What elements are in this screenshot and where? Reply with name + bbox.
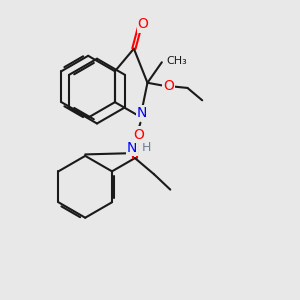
Text: O: O [138,17,148,32]
Text: O: O [133,128,144,142]
Text: O: O [163,80,174,94]
Text: CH₃: CH₃ [167,56,188,66]
Text: N: N [137,106,147,120]
Text: N: N [127,141,137,155]
Text: H: H [142,141,152,154]
